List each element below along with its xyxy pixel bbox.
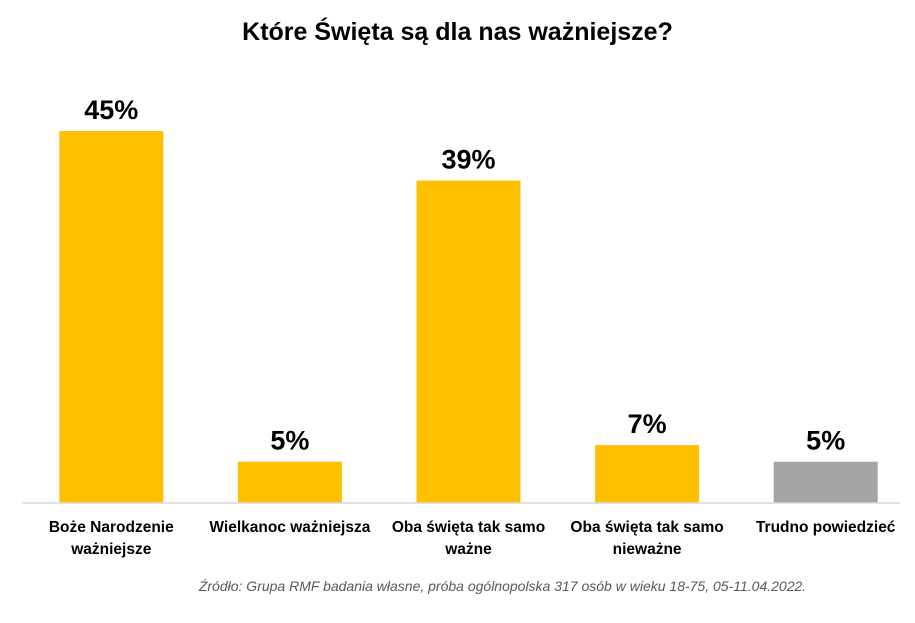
value-label-4: 7% [628,409,667,439]
category-label-1: Boże Narodzenie ważniejsze [26,517,196,561]
value-label-3: 39% [441,145,495,175]
bar-2 [237,461,342,503]
category-label-line: Trudno powiedzieć [755,519,896,536]
category-label-line: ważne [445,541,492,558]
source-note: Źródło: Grupa RMF badania własne, próba … [198,578,807,594]
category-label-line: nieważne [612,541,682,558]
bars-layer [59,131,878,503]
category-label-2: Wielkanoc ważniejsza [205,517,375,539]
category-label-line: Oba święta tak samo [570,519,724,536]
bar-4 [595,445,700,503]
bar-5 [773,461,878,503]
category-label-line: Wielkanoc ważniejsza [209,519,371,536]
category-label-4: Oba święta tak samo nieważne [562,517,732,561]
value-label-2: 5% [270,426,309,456]
value-label-5: 5% [806,426,845,456]
value-labels-layer: 45% 5% 39% 7% 5% [84,95,845,456]
bar-3 [416,180,521,503]
chart-title: Które Święta są dla nas ważniejsze? [242,18,673,46]
category-label-3: Oba święta tak samo ważne [384,517,554,561]
bar-1 [59,131,164,503]
category-label-5: Trudno powiedzieć [741,517,911,539]
category-label-line: Oba święta tak samo [391,519,546,536]
value-label-1: 45% [84,95,138,125]
category-label-line: ważniejsze [71,541,152,558]
category-label-line: Boże Narodzenie [48,519,174,536]
